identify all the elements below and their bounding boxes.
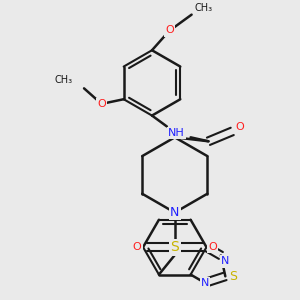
Text: N: N bbox=[170, 206, 179, 219]
Text: S: S bbox=[229, 270, 237, 283]
Text: NH: NH bbox=[168, 128, 185, 138]
Text: O: O bbox=[98, 99, 106, 109]
Text: O: O bbox=[165, 26, 174, 35]
Text: S: S bbox=[170, 240, 179, 254]
Text: CH₃: CH₃ bbox=[54, 75, 72, 85]
Text: N: N bbox=[221, 256, 229, 266]
Text: CH₃: CH₃ bbox=[194, 3, 213, 13]
Text: N: N bbox=[201, 278, 209, 288]
Text: O: O bbox=[208, 242, 217, 252]
Text: O: O bbox=[236, 122, 244, 132]
Text: O: O bbox=[133, 242, 142, 252]
